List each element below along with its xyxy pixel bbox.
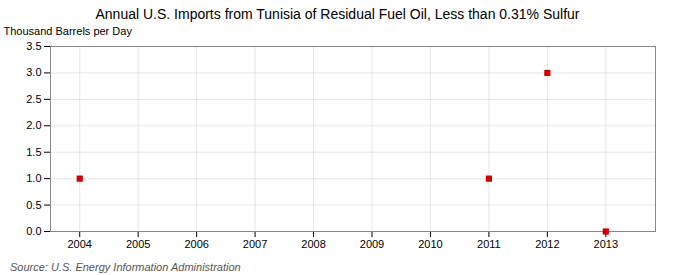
- svg-text:Thousand Barrels per Day: Thousand Barrels per Day: [4, 25, 133, 37]
- svg-text:2005: 2005: [126, 238, 150, 250]
- svg-text:2013: 2013: [594, 238, 618, 250]
- svg-text:3.5: 3.5: [26, 40, 41, 52]
- svg-text:2.5: 2.5: [26, 93, 41, 105]
- svg-text:2010: 2010: [418, 238, 442, 250]
- svg-text:0.5: 0.5: [26, 199, 41, 211]
- svg-text:2009: 2009: [360, 238, 384, 250]
- svg-text:2008: 2008: [301, 238, 325, 250]
- svg-text:3.0: 3.0: [26, 66, 41, 78]
- svg-text:1.5: 1.5: [26, 146, 41, 158]
- svg-text:2012: 2012: [535, 238, 559, 250]
- html-text:Source: U.S. Energy Informatio: Source: U.S. Energy Information Administ…: [10, 261, 241, 273]
- svg-text:1.0: 1.0: [26, 172, 41, 184]
- html-text:Annual U.S. Imports from Tunis: Annual U.S. Imports from Tunisia of Resi…: [95, 6, 580, 22]
- svg-text:0.0: 0.0: [26, 225, 41, 237]
- svg-text:2011: 2011: [477, 238, 501, 250]
- svg-text:2.0: 2.0: [26, 119, 41, 131]
- svg-text:2006: 2006: [184, 238, 208, 250]
- svg-text:2007: 2007: [243, 238, 267, 250]
- svg-text:2004: 2004: [67, 238, 91, 250]
